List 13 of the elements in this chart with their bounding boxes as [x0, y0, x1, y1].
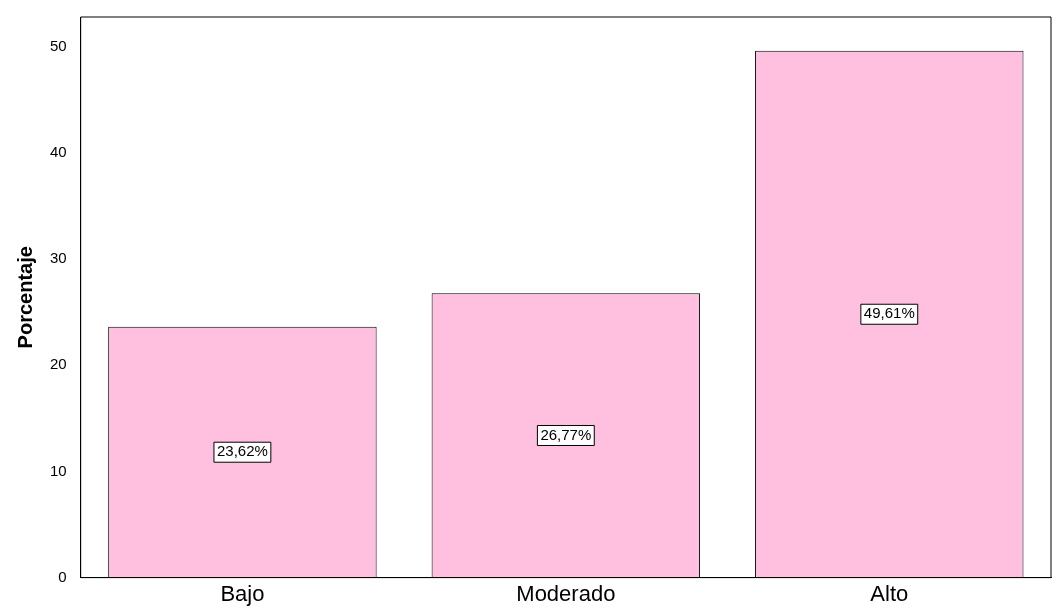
data-label: 49,61%	[863, 304, 915, 322]
data-label: 26,77%	[540, 425, 592, 443]
y-tick-label: 30	[50, 249, 67, 267]
data-label: 23,62%	[216, 442, 268, 460]
y-tick-label: 10	[50, 461, 67, 479]
x-tick-label: Bajo	[220, 580, 265, 606]
y-tick-label: 40	[50, 143, 67, 161]
x-tick-label: Alto	[870, 580, 909, 606]
y-axis-title: Porcentaje	[13, 246, 36, 349]
y-tick-label: 0	[58, 567, 67, 585]
y-tick-label: 50	[50, 36, 67, 54]
x-tick-label: Moderado	[516, 580, 616, 606]
y-tick-label: 20	[50, 355, 67, 373]
